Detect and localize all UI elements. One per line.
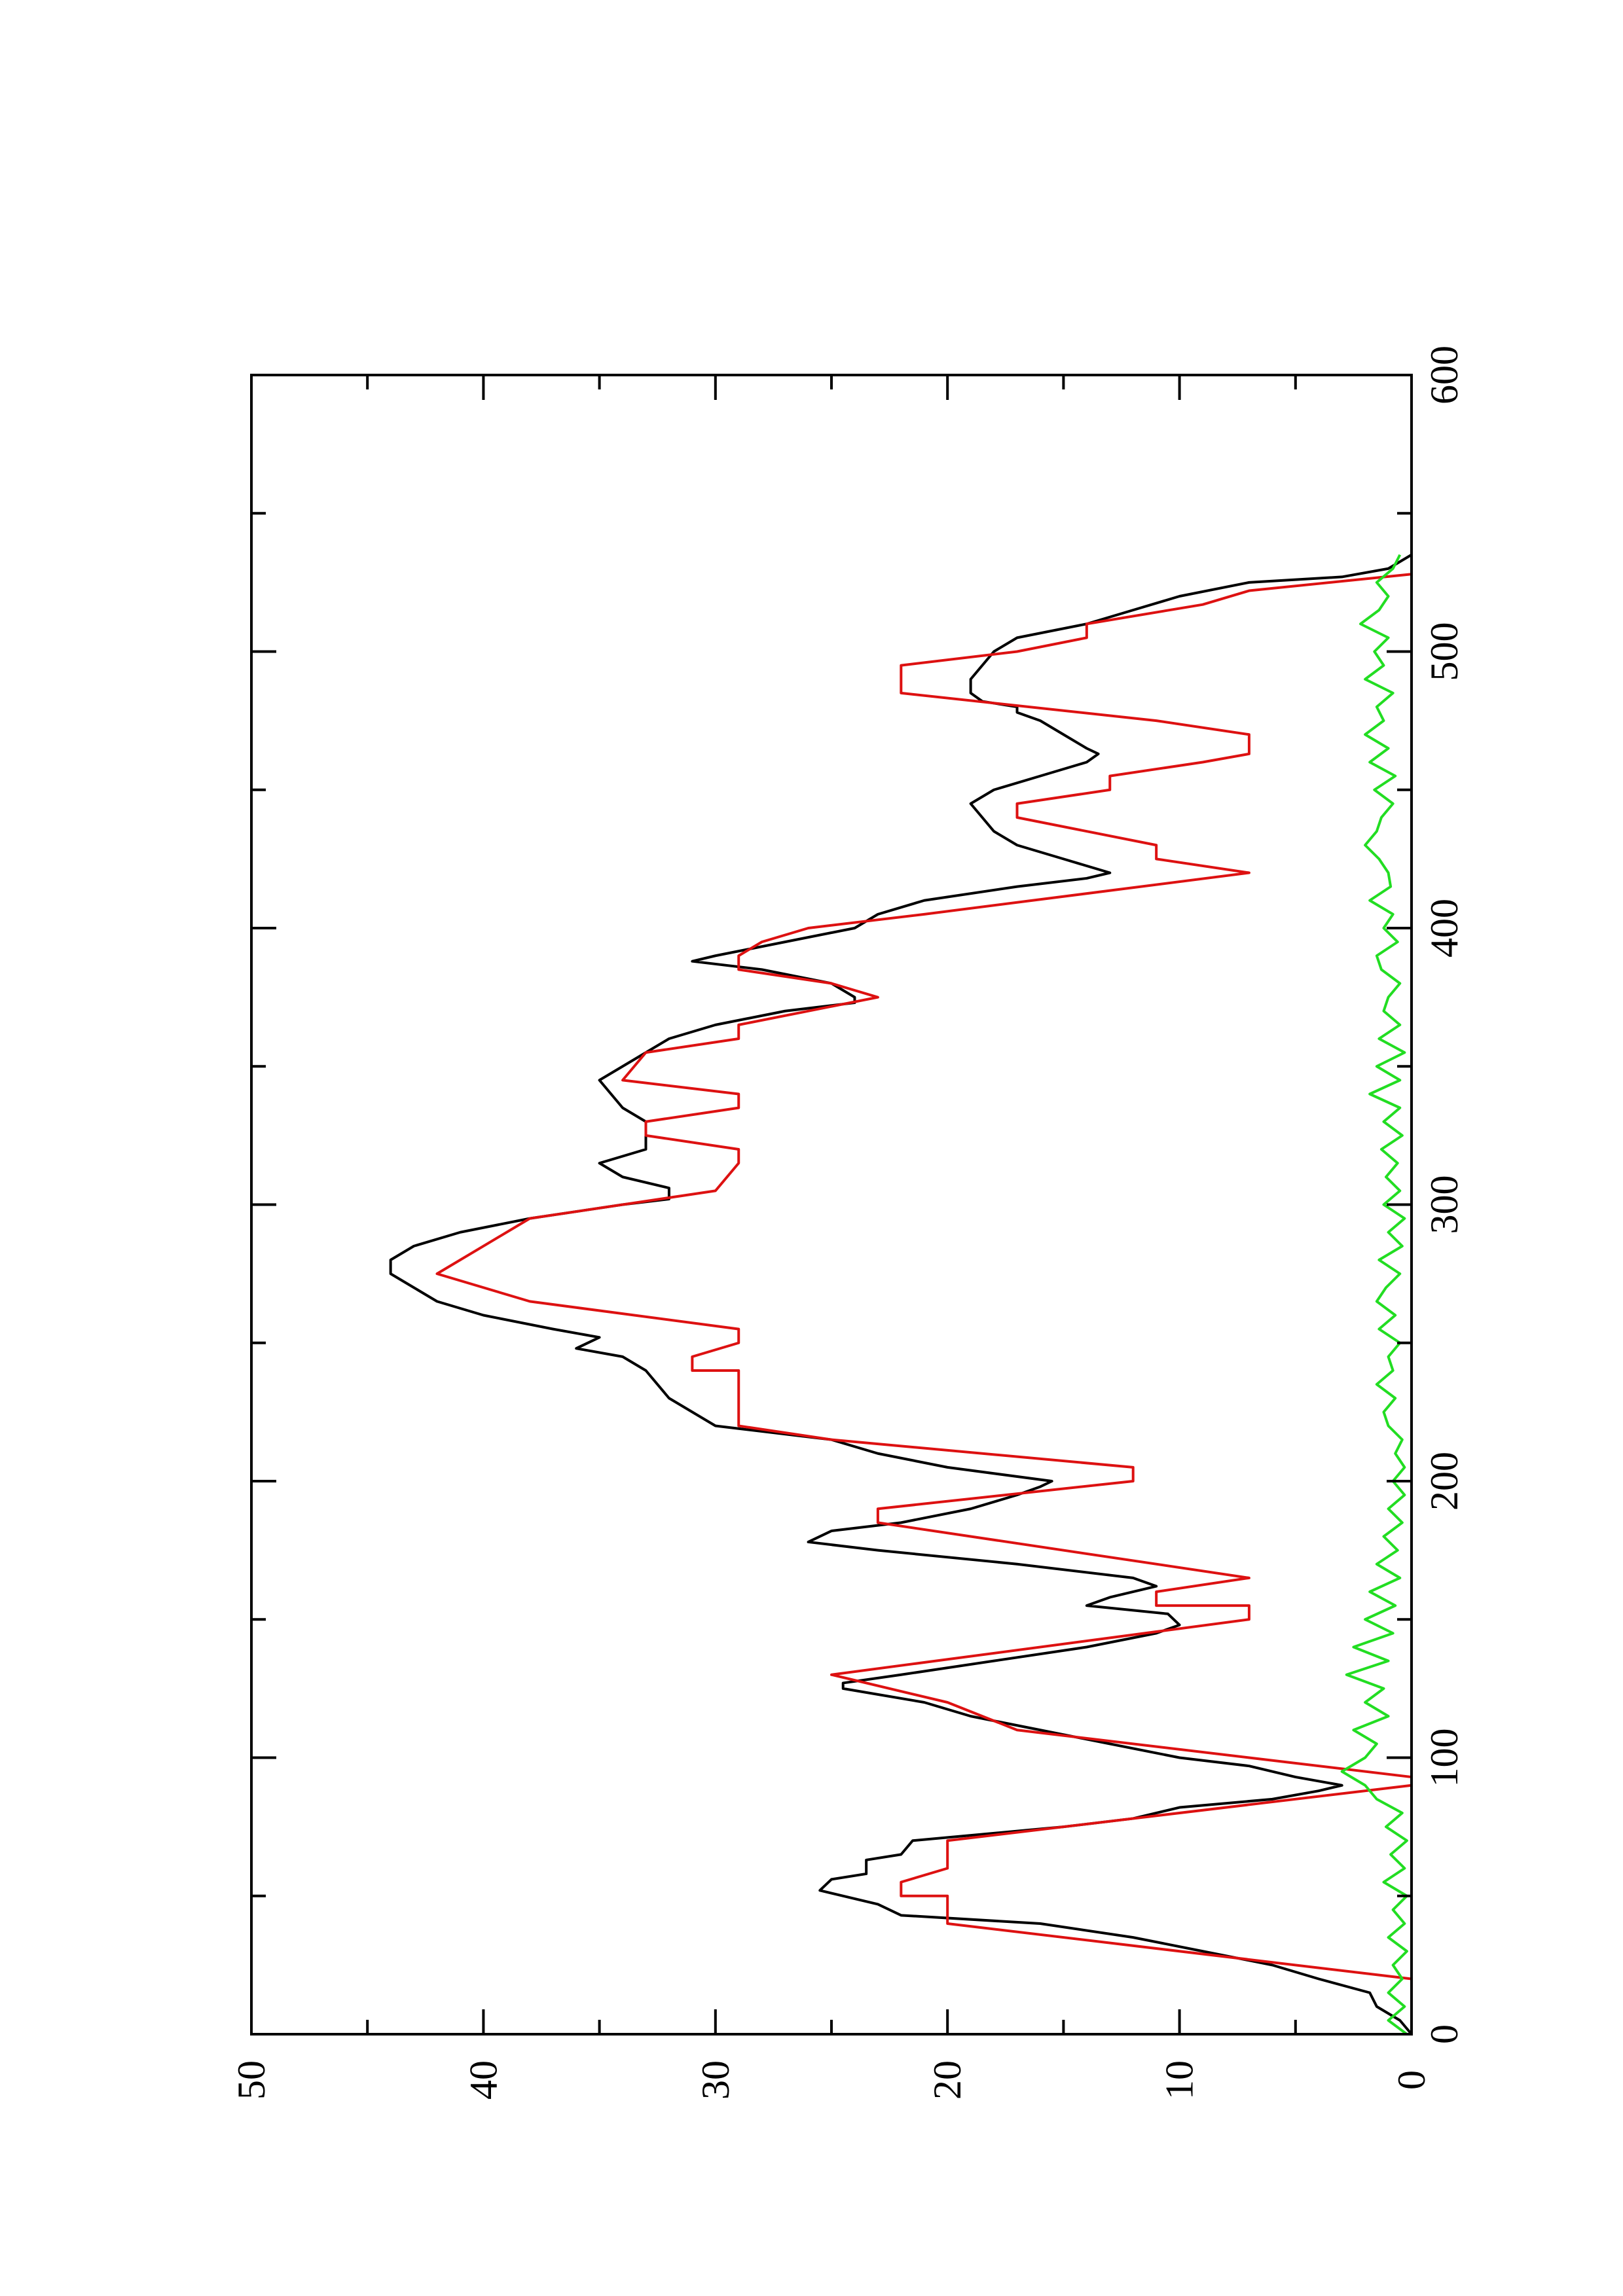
x-tick-label: 300 bbox=[1423, 1175, 1466, 1234]
y-tick-label: 0 bbox=[1390, 2070, 1433, 2090]
y-tick-label: 20 bbox=[926, 2060, 969, 2100]
series-line-2 bbox=[435, 573, 1413, 2034]
y-tick-label: 10 bbox=[1158, 2060, 1201, 2100]
x-tick-label: 0 bbox=[1423, 2024, 1466, 2044]
series-layer bbox=[389, 553, 1413, 2036]
x-tick-label: 400 bbox=[1423, 899, 1466, 958]
y-tick-label: 30 bbox=[694, 2060, 737, 2100]
x-tick-label: 500 bbox=[1423, 622, 1466, 681]
x-tick-label: 600 bbox=[1423, 346, 1466, 404]
series-line-1 bbox=[389, 553, 1413, 2036]
tick-layer bbox=[250, 374, 1413, 2036]
y-tick-label: 50 bbox=[230, 2060, 273, 2100]
y-tick-label: 40 bbox=[462, 2060, 505, 2100]
x-tick-label: 100 bbox=[1423, 1729, 1466, 1787]
series-line-3 bbox=[1340, 554, 1408, 2036]
x-tick-label: 200 bbox=[1423, 1452, 1466, 1511]
tick-label-layer: 0 100 200 300 400 500 600 0 10 20 30 40 50 bbox=[230, 346, 1466, 2100]
